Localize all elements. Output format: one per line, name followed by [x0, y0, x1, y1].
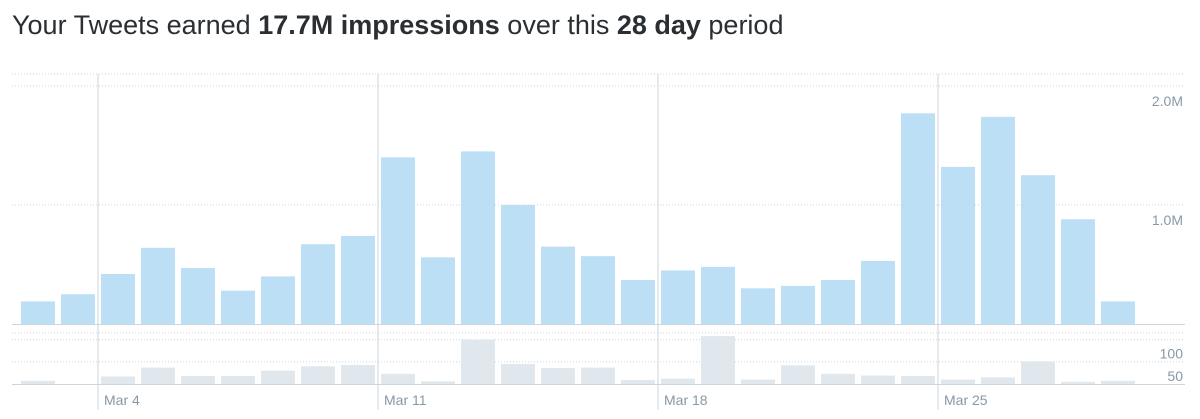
impressions-bar	[261, 276, 295, 324]
impressions-bar	[981, 116, 1015, 324]
impressions-bar	[61, 294, 95, 324]
engagement-bar	[381, 373, 415, 384]
engagement-bar	[741, 379, 775, 384]
engagement-bar	[661, 378, 695, 384]
engagement-bar	[621, 380, 655, 384]
impressions-bar	[461, 151, 495, 324]
impressions-bar	[781, 285, 815, 324]
impressions-bar	[1101, 301, 1135, 324]
engagement-bar	[821, 373, 855, 384]
heading-suffix: period	[700, 10, 784, 40]
impressions-bar	[821, 279, 855, 324]
impressions-bar	[141, 247, 175, 324]
heading-period-length: 28 day	[616, 10, 701, 40]
impressions-bar	[621, 279, 655, 324]
gridlines	[12, 73, 1185, 410]
engagement-bar	[301, 366, 335, 384]
impressions-bar	[341, 235, 375, 324]
impressions-bars	[21, 113, 1135, 325]
axis-labels: 1.0M 2.0M 50 100 Mar 4 Mar 11 Mar 18 Mar 25	[104, 93, 1183, 408]
impressions-bar	[1061, 219, 1095, 324]
engagement-bar	[1021, 361, 1055, 384]
impressions-bar	[181, 268, 215, 324]
engagement-bar	[861, 375, 895, 384]
y-tick-label: 1.0M	[1152, 212, 1183, 228]
heading-impressions-total: 17.7M impressions	[258, 10, 500, 40]
impressions-bar	[21, 301, 55, 324]
impressions-bar	[221, 290, 255, 324]
impressions-bar	[901, 113, 935, 325]
engagement-bar	[141, 367, 175, 384]
impressions-bar	[501, 204, 535, 324]
engagement-bar	[541, 368, 575, 384]
engagement-bar	[101, 376, 135, 384]
engagement-bar	[181, 376, 215, 384]
engagement-bar	[581, 367, 615, 384]
engagement-bar	[421, 381, 455, 384]
impressions-bar	[941, 166, 975, 324]
x-tick-label: Mar 25	[944, 392, 988, 408]
engagement-bar	[781, 365, 815, 384]
impressions-bar	[421, 257, 455, 324]
engagement-bar	[901, 376, 935, 384]
engagement-bar	[1101, 380, 1135, 384]
impressions-bar	[301, 244, 335, 324]
x-tick-label: Mar 4	[104, 392, 140, 408]
impressions-bar	[741, 288, 775, 324]
impressions-bar	[541, 246, 575, 324]
impressions-bar	[701, 266, 735, 324]
engagement-bars	[21, 336, 1135, 384]
engagement-bar	[261, 370, 295, 384]
impressions-bar	[101, 274, 135, 324]
impressions-summary-heading: Your Tweets earned 17.7M impressions ove…	[12, 10, 783, 41]
x-tick-label: Mar 18	[664, 392, 708, 408]
engagement-bar	[701, 336, 735, 384]
engagement-bar	[981, 377, 1015, 384]
impressions-bar	[581, 256, 615, 324]
impressions-bar	[1021, 175, 1055, 324]
y-tick-label: 50	[1167, 368, 1183, 384]
engagement-bar	[21, 380, 55, 384]
impressions-bar	[661, 270, 695, 324]
impressions-bar	[381, 157, 415, 324]
engagement-bar	[941, 379, 975, 384]
y-tick-label: 2.0M	[1152, 93, 1183, 109]
engagement-bar	[501, 364, 535, 384]
y-tick-label: 100	[1160, 346, 1184, 362]
engagement-bar	[1061, 381, 1095, 384]
x-tick-label: Mar 11	[384, 392, 427, 408]
heading-prefix: Your Tweets earned	[12, 10, 259, 40]
heading-middle: over this	[499, 10, 617, 40]
impressions-bar	[861, 260, 895, 324]
engagement-bar	[341, 364, 375, 384]
engagement-bar	[461, 339, 495, 384]
engagement-bar	[221, 376, 255, 384]
